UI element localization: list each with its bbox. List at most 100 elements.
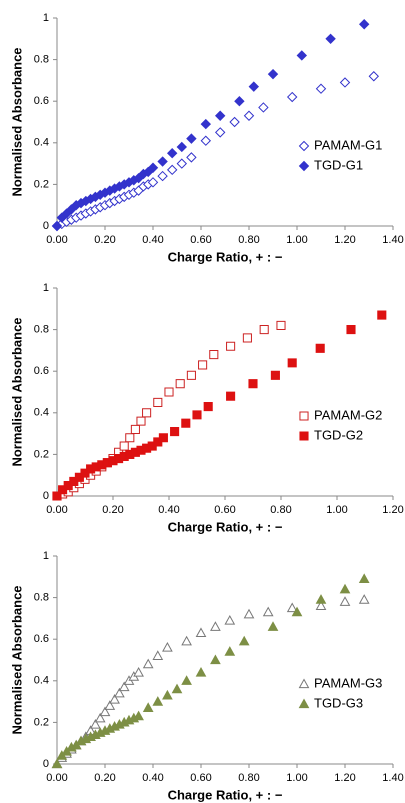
legend-marker bbox=[299, 411, 309, 421]
x-tick-label: 0.80 bbox=[270, 504, 291, 516]
legend-marker bbox=[298, 678, 310, 689]
data-point bbox=[175, 379, 185, 389]
data-point bbox=[214, 110, 226, 121]
data-point bbox=[315, 343, 325, 353]
x-tick-label: 0.40 bbox=[158, 504, 179, 516]
y-tick-label: 0.6 bbox=[34, 95, 49, 107]
x-tick-label: 0.80 bbox=[238, 234, 259, 246]
data-point bbox=[238, 635, 250, 646]
x-tick-label: 1.20 bbox=[382, 504, 403, 516]
data-point bbox=[224, 614, 236, 625]
data-point bbox=[286, 91, 298, 103]
data-point bbox=[186, 152, 197, 163]
data-point bbox=[368, 71, 380, 82]
data-point bbox=[346, 325, 356, 335]
y-axis-title: Normalised Absorbance bbox=[9, 317, 24, 466]
y-tick-label: 0.6 bbox=[34, 365, 49, 377]
x-tick-label: 1.00 bbox=[286, 234, 307, 246]
y-axis-title: Normalised Absorbance bbox=[9, 47, 24, 196]
data-point bbox=[234, 95, 245, 107]
x-tick-label: 0.20 bbox=[94, 772, 115, 784]
y-tick-label: 0 bbox=[43, 758, 49, 770]
x-tick-label: 0.80 bbox=[238, 772, 259, 784]
data-point bbox=[192, 410, 202, 420]
data-point bbox=[166, 147, 178, 159]
legend-label: PAMAM-G2 bbox=[314, 407, 382, 422]
x-tick-label: 0.00 bbox=[46, 772, 67, 784]
data-point bbox=[259, 325, 269, 335]
data-point bbox=[142, 702, 154, 712]
x-axis-title: Charge Ratio, + : − bbox=[168, 249, 283, 264]
data-point bbox=[51, 758, 63, 769]
legend-label: TGD-G1 bbox=[314, 157, 363, 172]
data-point bbox=[94, 712, 106, 723]
data-point bbox=[262, 606, 274, 617]
data-point bbox=[243, 608, 255, 619]
data-point bbox=[157, 170, 168, 182]
x-tick-label: 1.40 bbox=[382, 234, 403, 246]
data-point bbox=[315, 600, 327, 611]
data-point bbox=[248, 81, 260, 92]
y-tick-label: 0.4 bbox=[34, 407, 49, 419]
data-point bbox=[157, 156, 168, 167]
y-tick-label: 0.6 bbox=[34, 633, 49, 645]
data-point bbox=[203, 402, 213, 412]
data-point bbox=[181, 675, 192, 685]
y-tick-label: 1 bbox=[43, 12, 49, 24]
data-point bbox=[162, 689, 173, 700]
data-point bbox=[242, 333, 252, 343]
data-point bbox=[176, 158, 188, 169]
legend-marker bbox=[298, 698, 310, 709]
data-point bbox=[51, 220, 63, 232]
data-point bbox=[109, 693, 120, 704]
y-tick-label: 0 bbox=[43, 220, 49, 232]
data-point bbox=[162, 641, 173, 652]
data-point bbox=[195, 627, 207, 638]
data-point bbox=[133, 666, 144, 677]
data-point bbox=[200, 118, 212, 130]
data-point bbox=[315, 83, 327, 94]
data-point bbox=[276, 320, 286, 330]
y-axis-title: Normalised Absorbance bbox=[9, 585, 24, 734]
x-tick-label: 0.60 bbox=[214, 504, 235, 516]
x-tick-label: 0.40 bbox=[142, 772, 163, 784]
x-axis-title: Charge Ratio, + : − bbox=[168, 787, 283, 802]
y-tick-label: 0.8 bbox=[34, 592, 49, 604]
data-point bbox=[164, 387, 174, 397]
data-point bbox=[158, 433, 168, 443]
data-point bbox=[90, 718, 101, 729]
x-tick-label: 0.20 bbox=[102, 504, 123, 516]
x-tick-label: 0.60 bbox=[190, 234, 211, 246]
data-point bbox=[142, 408, 152, 418]
x-tick-label: 1.00 bbox=[286, 772, 307, 784]
x-tick-label: 1.00 bbox=[326, 504, 347, 516]
data-point bbox=[210, 621, 221, 631]
legend-marker bbox=[298, 160, 310, 172]
legend-label: PAMAM-G1 bbox=[314, 137, 382, 152]
data-point bbox=[229, 116, 240, 128]
data-point bbox=[133, 710, 144, 721]
data-point bbox=[142, 658, 154, 669]
data-point bbox=[339, 596, 351, 606]
y-tick-label: 0.2 bbox=[34, 716, 49, 728]
data-point bbox=[181, 418, 191, 428]
y-tick-label: 0.2 bbox=[34, 178, 49, 190]
data-point bbox=[209, 350, 219, 360]
data-point bbox=[243, 110, 255, 121]
data-point bbox=[153, 397, 163, 407]
data-point bbox=[267, 68, 279, 80]
data-point bbox=[358, 594, 370, 604]
data-point bbox=[125, 433, 135, 443]
data-point bbox=[291, 606, 303, 617]
data-point bbox=[181, 635, 192, 646]
legend-label: PAMAM-G3 bbox=[314, 675, 382, 690]
x-axis-title: Charge Ratio, + : − bbox=[168, 519, 283, 534]
data-point bbox=[130, 424, 140, 434]
data-point bbox=[286, 602, 298, 613]
data-point bbox=[119, 441, 129, 451]
x-tick-label: 0.40 bbox=[142, 234, 163, 246]
data-point bbox=[267, 621, 279, 631]
y-tick-label: 0.4 bbox=[34, 137, 49, 149]
data-point bbox=[186, 370, 196, 380]
